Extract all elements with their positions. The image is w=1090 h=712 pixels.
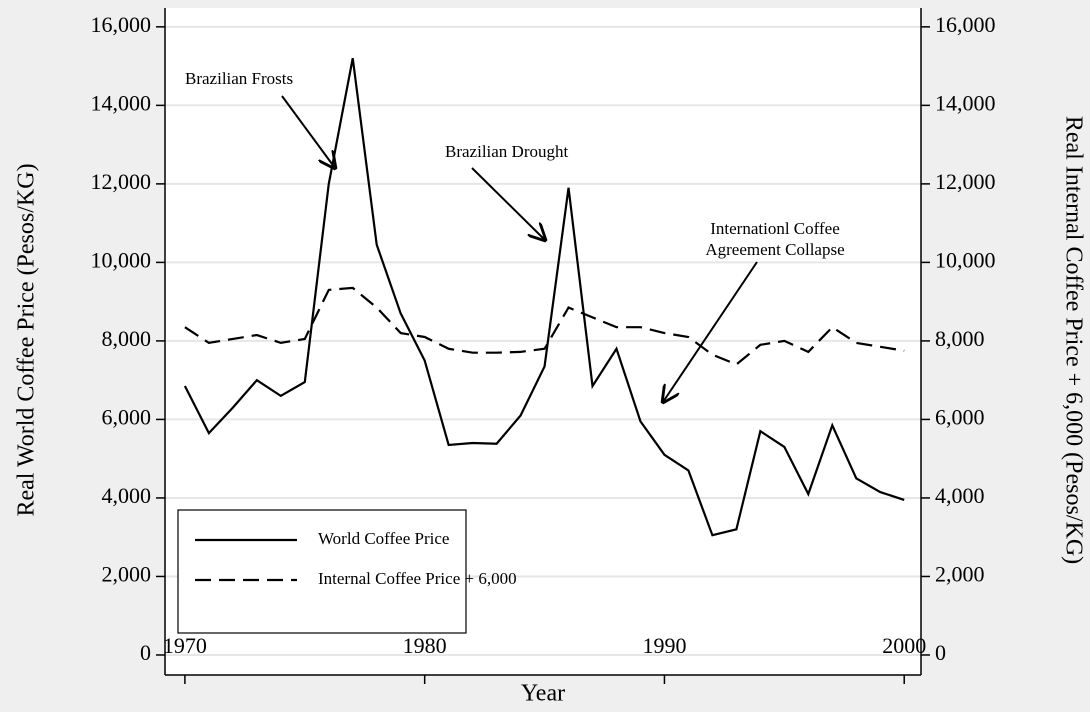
y2-tick-label: 14,000 bbox=[935, 90, 996, 115]
y2-tick-label: 6,000 bbox=[935, 404, 985, 429]
annotation: Brazilian Drought bbox=[445, 142, 568, 161]
y2-tick-label: 2,000 bbox=[935, 562, 985, 587]
y2-axis-label: Real Internal Coffee Price + 6,000 (Peso… bbox=[1060, 116, 1086, 564]
arrow bbox=[471, 167, 545, 240]
y2-tick-label: 8,000 bbox=[935, 326, 985, 351]
y-tick-label: 14,000 bbox=[91, 90, 152, 115]
y-tick-label: 8,000 bbox=[102, 326, 152, 351]
legend-label: Internal Coffee Price + 6,000 bbox=[318, 569, 517, 588]
y-tick-label: 4,000 bbox=[102, 483, 152, 508]
annotation: Agreement Collapse bbox=[705, 240, 844, 259]
y-tick-label: 6,000 bbox=[102, 404, 152, 429]
annotation: Brazilian Frosts bbox=[185, 69, 293, 88]
y-tick-label: 2,000 bbox=[102, 562, 152, 587]
y-axis-label: Real World Coffee Price (Pesos/KG) bbox=[14, 163, 40, 516]
x-tick-label: 2000 bbox=[882, 633, 926, 658]
series-line bbox=[183, 58, 905, 537]
y2-tick-label: 4,000 bbox=[935, 483, 985, 508]
legend-label: World Coffee Price bbox=[318, 529, 449, 548]
y2-tick-label: 0 bbox=[935, 640, 946, 665]
arrow bbox=[281, 95, 335, 168]
y-tick-label: 12,000 bbox=[91, 169, 152, 194]
x-axis-label: Year bbox=[521, 681, 565, 707]
x-tick-label: 1970 bbox=[163, 633, 207, 658]
series-line bbox=[184, 286, 905, 366]
arrow bbox=[663, 261, 758, 402]
x-tick-label: 1990 bbox=[642, 633, 686, 658]
x-tick-label: 1980 bbox=[403, 633, 447, 658]
y2-tick-label: 16,000 bbox=[935, 12, 996, 37]
annotation: Internationl Coffee bbox=[710, 219, 840, 238]
y-tick-label: 10,000 bbox=[91, 247, 152, 272]
y-tick-label: 0 bbox=[140, 640, 151, 665]
y2-tick-label: 12,000 bbox=[935, 169, 996, 194]
y2-tick-label: 10,000 bbox=[935, 247, 996, 272]
legend bbox=[177, 509, 467, 634]
y-tick-label: 16,000 bbox=[91, 12, 152, 37]
